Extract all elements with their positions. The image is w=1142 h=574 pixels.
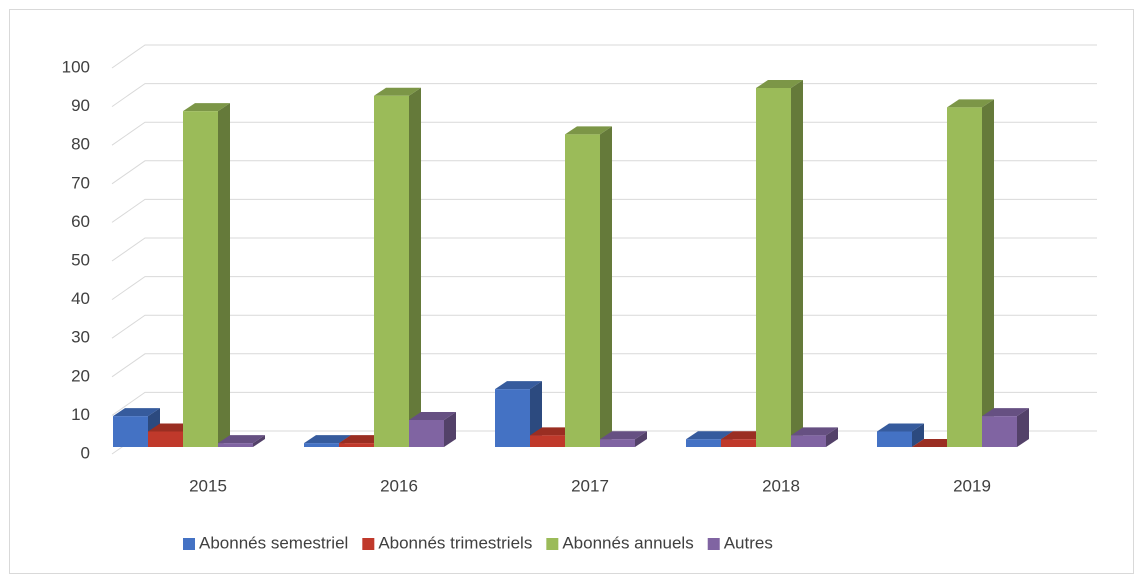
bar-top: [982, 408, 1029, 417]
bar-front: [304, 443, 339, 447]
x-tick-label: 2017: [571, 476, 609, 495]
bar-top: [756, 80, 803, 89]
bar: [877, 423, 924, 447]
bar-side: [982, 99, 994, 447]
bar-front: [756, 88, 791, 448]
bar-top: [304, 435, 351, 444]
x-tick-label: 2015: [189, 476, 227, 495]
bar-top: [791, 427, 838, 436]
bar-side: [444, 411, 456, 447]
bar-top: [218, 435, 265, 444]
bar-top: [495, 381, 542, 390]
y-tick-label: 30: [71, 328, 90, 347]
bar-side: [912, 423, 924, 447]
bar-top: [113, 408, 160, 417]
bar-front: [148, 431, 183, 447]
x-tick-label: 2018: [762, 476, 800, 495]
bar: [409, 411, 456, 447]
bar: [947, 99, 994, 447]
bar-front: [982, 416, 1017, 447]
x-tick-label: 2019: [953, 476, 991, 495]
y-tick-label: 50: [71, 250, 90, 269]
bar: [183, 103, 230, 448]
legend-swatch: [707, 538, 720, 550]
legend-swatch: [546, 538, 559, 550]
bar: [791, 427, 838, 447]
y-tick-label: 60: [71, 212, 90, 231]
bar-front: [600, 439, 635, 447]
bar-front: [947, 107, 982, 447]
bar-top: [947, 99, 994, 108]
grid-line: [111, 44, 1097, 69]
bar-top: [686, 431, 733, 440]
y-tick-label: 80: [71, 135, 90, 154]
bar: [982, 408, 1029, 447]
bar-top: [565, 126, 612, 135]
y-tick-label: 100: [62, 57, 90, 76]
bar-front: [339, 443, 374, 447]
bar-side: [409, 87, 421, 448]
bar-side: [600, 126, 612, 447]
bar-front: [218, 443, 253, 447]
bar-front: [530, 435, 565, 447]
bar-side: [791, 80, 803, 448]
bar-top: [183, 103, 230, 112]
bar-front: [877, 431, 912, 447]
bar-front: [565, 134, 600, 447]
bar-side: [826, 427, 838, 447]
legend-swatch: [362, 538, 375, 550]
legend-label: Autres: [724, 533, 773, 552]
legend-label: Abonnés trimestriels: [378, 533, 532, 552]
bar-side: [1017, 408, 1029, 447]
bar-top: [600, 431, 647, 440]
bar-side: [635, 431, 647, 447]
bar-front: [374, 95, 409, 448]
bar: [374, 87, 421, 448]
legend-label: Abonnés semestriel: [199, 533, 348, 552]
bar-top: [409, 411, 456, 420]
y-tick-label: 70: [71, 173, 90, 192]
bar-front: [495, 389, 530, 447]
y-tick-label: 90: [71, 96, 90, 115]
bar: [565, 126, 612, 447]
bar-side: [218, 103, 230, 448]
legend-label: Abonnés annuels: [562, 533, 693, 552]
legend-swatch: [183, 538, 195, 550]
bar: [756, 80, 803, 448]
bar-top: [374, 87, 421, 96]
bar: [600, 431, 647, 447]
x-tick-label: 2016: [380, 476, 418, 495]
y-tick-label: 10: [71, 405, 90, 424]
bar-top: [877, 423, 924, 432]
bar-front: [686, 439, 721, 447]
bar-front: [183, 111, 218, 448]
y-tick-label: 40: [71, 289, 90, 308]
bar-front: [113, 416, 148, 447]
bar: [218, 435, 265, 447]
bar-side: [253, 435, 265, 447]
y-tick-label: 20: [71, 366, 90, 385]
y-tick-label: 0: [81, 443, 90, 462]
bar-front: [409, 419, 444, 447]
bar-front: [791, 435, 826, 447]
bar-front: [721, 439, 756, 447]
